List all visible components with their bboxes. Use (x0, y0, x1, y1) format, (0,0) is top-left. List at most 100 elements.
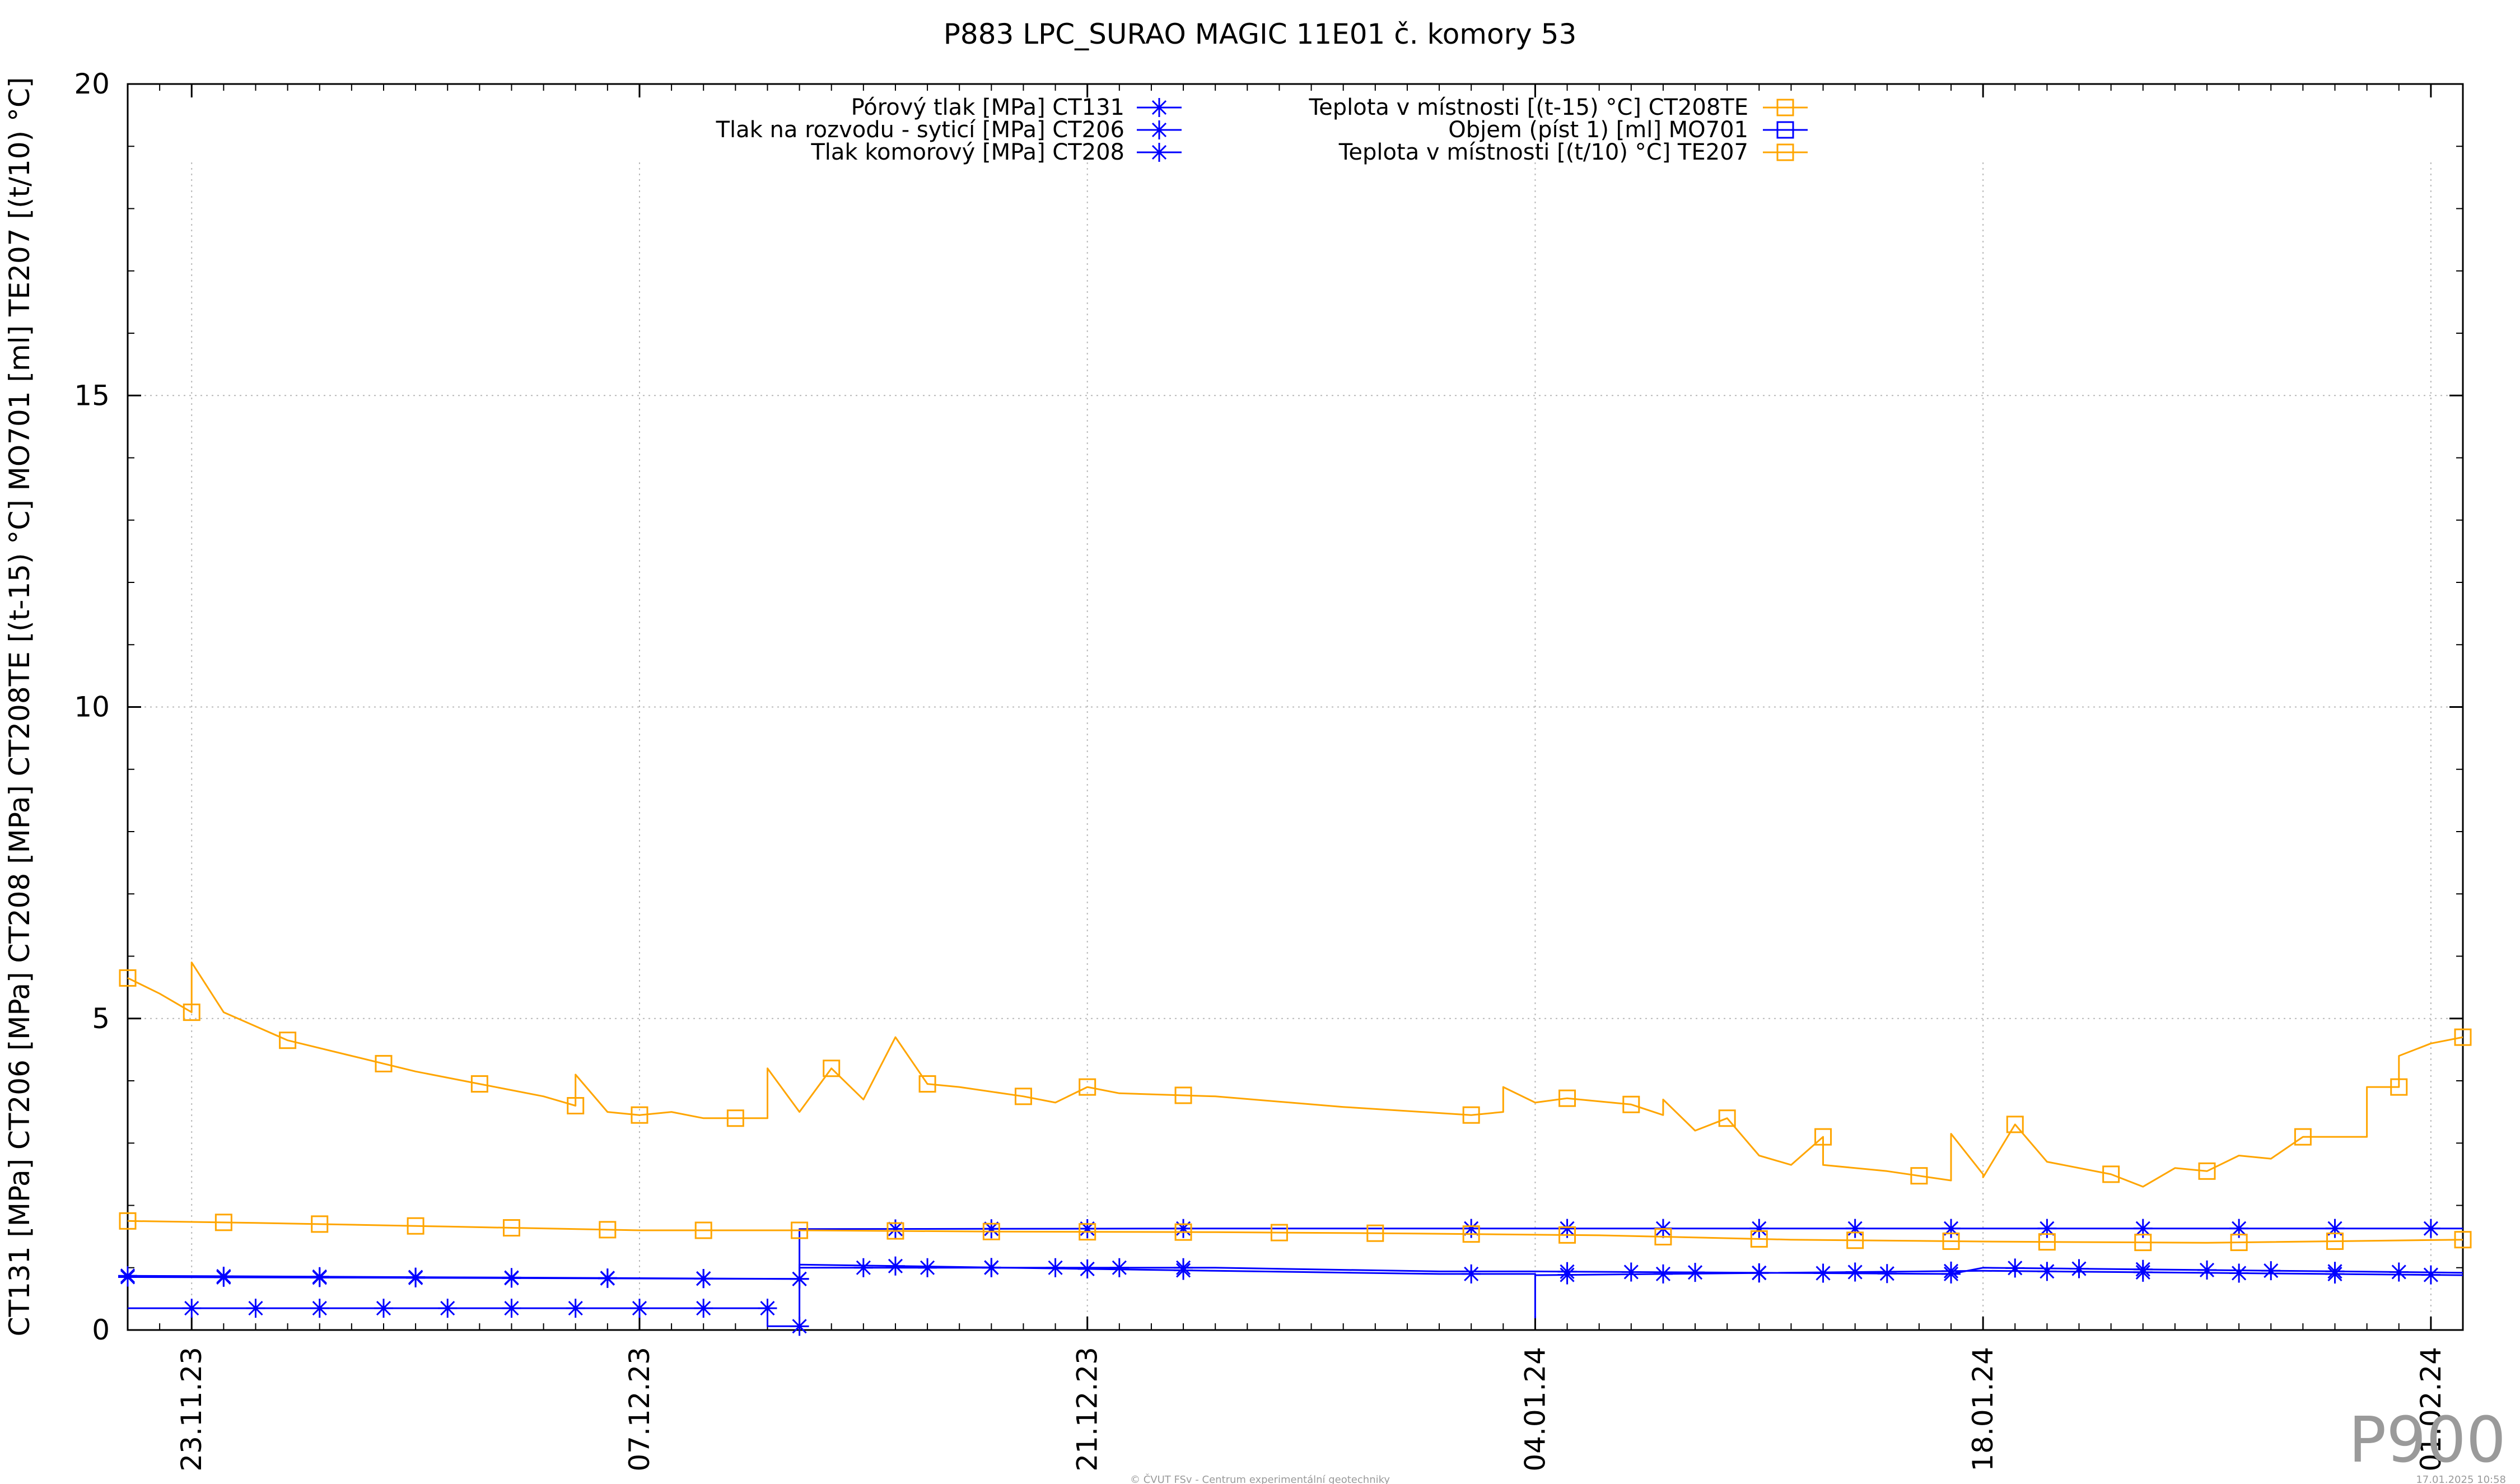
data-point (2326, 1232, 2344, 1250)
data-point (2038, 1233, 2056, 1251)
data-point (2389, 1262, 2409, 1282)
data-point (470, 1075, 488, 1093)
data-point (918, 1075, 936, 1093)
data-point (918, 1258, 937, 1277)
data-point (631, 1106, 648, 1124)
data-point (2005, 1258, 2025, 1278)
data-point (119, 1212, 137, 1230)
data-point (2229, 1263, 2249, 1283)
data-point (2454, 1231, 2472, 1249)
data-point (2037, 1219, 2057, 1238)
legend-marker (1776, 121, 1794, 139)
data-point (1942, 1232, 1960, 1250)
data-point (1621, 1262, 1641, 1282)
data-point (1653, 1264, 1673, 1284)
data-point (1845, 1262, 1865, 1282)
series-line (128, 1267, 2463, 1327)
data-point (1174, 1219, 1193, 1238)
data-point (119, 969, 137, 987)
data-point (1750, 1230, 1768, 1248)
data-point (2134, 1234, 2152, 1252)
data-point (1557, 1219, 1577, 1238)
data-point (567, 1097, 585, 1114)
data-point (214, 1214, 232, 1231)
data-point (2294, 1128, 2312, 1146)
data-point (1558, 1089, 1576, 1107)
legend-label: Teplota v místnosti [(t/10) °C] TE207 (1338, 139, 1748, 165)
data-point (2133, 1262, 2153, 1282)
legend-label: Pórový tlak [MPa] CT131 (851, 95, 1124, 120)
series-5 (119, 1212, 2472, 1252)
data-point (982, 1222, 1000, 1240)
data-point (2197, 1260, 2217, 1280)
footer-copyright: © ČVUT FSv - Centrum experimentální geot… (1130, 1473, 1390, 1484)
data-point (1014, 1088, 1032, 1105)
data-point (1462, 1219, 1481, 1238)
axes: 0 5 10 15 20 23.11.23 07.12.23 21.12.23 04.01.24… (74, 68, 2463, 1472)
legend-marker (1150, 143, 1169, 162)
x-tick-label: 07.12.23 (623, 1347, 656, 1472)
data-point (886, 1222, 904, 1240)
data-point (279, 1032, 297, 1049)
data-point (374, 1299, 393, 1318)
chart-title: P883 LPC_SURAO MAGIC 11E01 č. komory 53 (944, 18, 1577, 50)
y-tick-label: 15 (74, 379, 110, 412)
footer-timestamp: 17.01.2025 10:58 (2416, 1474, 2506, 1484)
data-point (1846, 1231, 1864, 1249)
data-point (310, 1299, 329, 1318)
data-point (311, 1215, 329, 1233)
x-tick-label: 04.01.24 (1519, 1347, 1551, 1472)
data-point (1558, 1226, 1576, 1244)
data-point (1814, 1128, 1832, 1146)
data-point (375, 1054, 393, 1072)
x-tick-label: 21.12.23 (1071, 1347, 1104, 1472)
series-lines (118, 962, 2472, 1336)
legend-marker (1150, 120, 1169, 139)
data-point (853, 1258, 873, 1277)
y-tick-label: 5 (92, 1002, 110, 1035)
data-point (1174, 1086, 1192, 1104)
data-point (694, 1299, 713, 1318)
data-point (2421, 1265, 2440, 1285)
data-point (885, 1219, 905, 1239)
data-point (246, 1299, 265, 1318)
data-point (2069, 1259, 2089, 1278)
data-point (182, 1299, 202, 1318)
data-point (502, 1299, 521, 1318)
data-point (599, 1221, 617, 1239)
series-line (127, 1263, 2463, 1319)
data-point (2102, 1165, 2120, 1183)
series-3 (119, 962, 2472, 1188)
data-point (694, 1268, 713, 1288)
data-point (982, 1258, 1001, 1277)
data-point (629, 1299, 649, 1318)
data-point (1462, 1106, 1480, 1124)
data-point (598, 1268, 617, 1288)
data-point (1942, 1261, 1961, 1281)
legend-label: Tlak na rozvodu - syticí [MPa] CT206 (716, 117, 1124, 143)
x-tick-label: 18.01.24 (1967, 1347, 1999, 1472)
data-point (726, 1109, 744, 1127)
y-tick-label: 0 (92, 1314, 110, 1346)
data-point (2325, 1264, 2345, 1284)
data-point (2230, 1234, 2248, 1252)
data-point (823, 1060, 841, 1077)
data-point (438, 1299, 458, 1318)
series-line (127, 1228, 2463, 1280)
data-point (1077, 1259, 1097, 1278)
grid-lines (128, 162, 2463, 1330)
data-point (407, 1217, 424, 1235)
data-point (1845, 1219, 1865, 1238)
data-point (1718, 1109, 1736, 1127)
data-point (310, 1267, 329, 1286)
data-point (502, 1268, 521, 1287)
y-tick-label: 20 (74, 68, 110, 100)
data-point (2229, 1219, 2249, 1238)
data-point (1462, 1264, 1481, 1284)
data-point (118, 1266, 137, 1286)
legend-label: Tlak komorový [MPa] CT208 (810, 139, 1124, 165)
data-point (885, 1256, 905, 1276)
data-point (790, 1269, 809, 1289)
data-point (2198, 1162, 2216, 1180)
